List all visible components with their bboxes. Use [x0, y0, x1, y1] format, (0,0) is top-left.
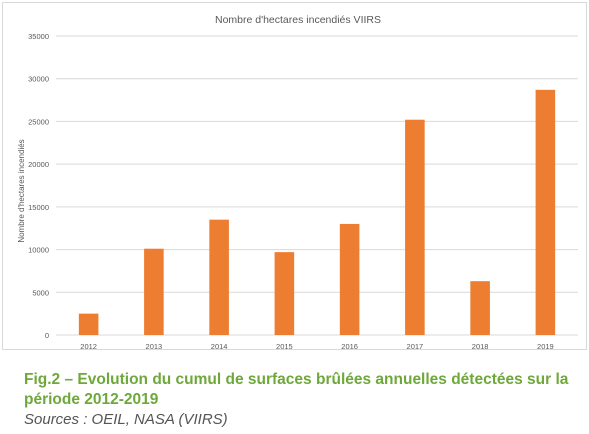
y-tick-label: 0	[45, 331, 49, 340]
bar-2014	[209, 219, 229, 335]
x-tick-label-2012: 2012	[80, 342, 97, 351]
gridlines	[56, 35, 578, 336]
y-axis-label: Nombre d'hectares incendiés	[17, 139, 26, 242]
chart-frame: Nombre d'hectares incendiés VIIRS Nombre…	[2, 2, 587, 351]
bar-2016	[339, 223, 360, 335]
bar-2017	[405, 119, 425, 335]
y-tick-labels: 0 5000 10000 15000 20000 25000 30000 35000	[28, 32, 49, 340]
x-tick-label-2015: 2015	[276, 342, 293, 351]
y-tick-label: 15000	[28, 203, 49, 212]
bar-2012	[78, 313, 99, 335]
bar-2015	[274, 252, 295, 335]
y-tick-label: 10000	[28, 246, 49, 255]
figure-caption: Fig.2 – Evolution du cumul de surfaces b…	[24, 370, 584, 410]
bar-2019	[535, 89, 556, 335]
x-tick-label-2018: 2018	[472, 342, 489, 351]
x-tick-label-2016: 2016	[341, 342, 358, 351]
x-tick-labels: 2012 2013 2014 2015 2016 2017 2018 2019	[80, 342, 553, 351]
x-tick-label-2013: 2013	[146, 342, 163, 351]
y-tick-label: 20000	[28, 160, 49, 169]
x-tick-label-2019: 2019	[537, 342, 554, 351]
figure-caption-line-2: période 2012-2019	[24, 391, 159, 408]
bar-2013	[144, 248, 164, 335]
bars	[78, 89, 556, 335]
chart-title: Nombre d'hectares incendiés VIIRS	[215, 14, 381, 26]
y-tick-label: 35000	[28, 32, 49, 41]
bar-2018	[470, 281, 490, 335]
x-tick-label-2017: 2017	[407, 342, 424, 351]
x-tick-label-2014: 2014	[211, 342, 228, 351]
y-tick-label: 25000	[28, 117, 49, 126]
y-tick-label: 30000	[28, 75, 49, 84]
bar-chart: Nombre d'hectares incendiés VIIRS Nombre…	[17, 14, 578, 351]
figure-caption-line-1: Fig.2 – Evolution du cumul de surfaces b…	[24, 371, 569, 388]
y-tick-label: 5000	[32, 288, 49, 297]
figure-source: Sources : OEIL, NASA (VIIRS)	[24, 411, 228, 428]
